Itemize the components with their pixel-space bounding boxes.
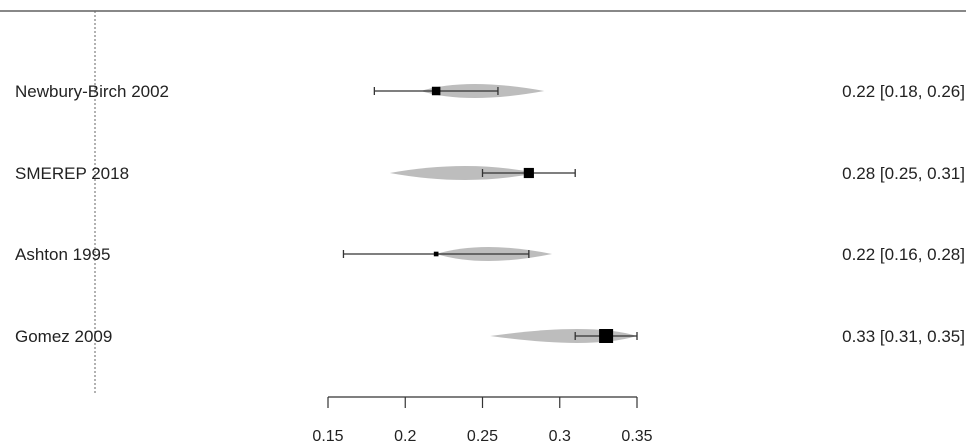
x-tick-label: 0.15 [312,428,343,445]
estimate-summary: 0.28 [0.25, 0.31] [842,164,965,183]
estimate-summary: 0.33 [0.31, 0.35] [842,327,965,346]
point-estimate [433,251,439,257]
x-tick-label: 0.3 [549,428,571,445]
study-row: Ashton 1995 0.22 [0.16, 0.28] [15,245,965,264]
estimate-summary: 0.22 [0.16, 0.28] [842,245,965,264]
point-estimate [431,86,441,96]
study-row: SMEREP 2018 0.28 [0.25, 0.31] [15,164,965,183]
point-estimate [523,167,534,179]
study-label: Newbury-Birch 2002 [15,82,169,101]
study-rows: Newbury-Birch 2002 0.22 [0.18, 0.26] SMERE… [15,82,965,346]
x-tick-label: 0.2 [394,428,416,445]
study-label: Ashton 1995 [15,245,110,264]
x-tick-label: 0.35 [621,428,652,445]
posterior-density [389,166,537,180]
x-tick-label: 0.25 [467,428,498,445]
study-label: Gomez 2009 [15,327,112,346]
study-label: SMEREP 2018 [15,164,129,183]
study-row: Newbury-Birch 2002 0.22 [0.18, 0.26] [15,82,965,101]
estimate-summary: 0.22 [0.18, 0.26] [842,82,965,101]
x-axis: 0.15 0.2 0.25 0.3 0.35 [312,396,653,445]
point-estimate [599,329,614,343]
study-row: Gomez 2009 0.33 [0.31, 0.35] [15,327,965,346]
